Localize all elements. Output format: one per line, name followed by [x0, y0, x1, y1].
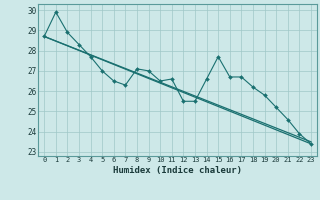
X-axis label: Humidex (Indice chaleur): Humidex (Indice chaleur): [113, 166, 242, 175]
